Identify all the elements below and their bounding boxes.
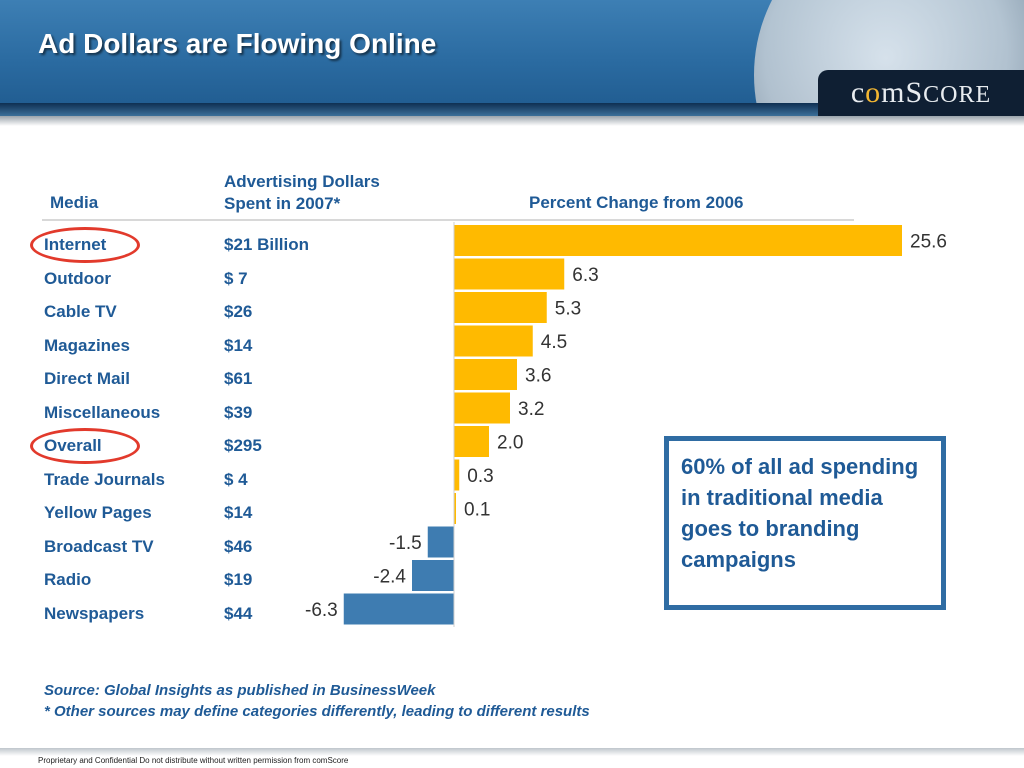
row-media-label: Yellow Pages — [44, 503, 152, 522]
callout-box: 60% of all ad spending in traditional me… — [664, 436, 946, 610]
bar-value-label: 3.6 — [525, 366, 551, 387]
bar-value-label: 0.1 — [464, 500, 490, 521]
highlight-circle — [30, 428, 140, 464]
column-header-change: Percent Change from 2006 — [529, 193, 744, 212]
row-spend-value: $14 — [224, 503, 253, 522]
source-note: Source: Global Insights as published in … — [44, 682, 436, 699]
row-media-label: Cable TV — [44, 302, 117, 321]
bar-value-label: 6.3 — [572, 265, 598, 286]
row-spend-value: $295 — [224, 436, 262, 455]
column-header-spend-line1: Advertising Dollars — [224, 172, 380, 191]
row-spend-value: $14 — [224, 335, 253, 355]
row-spend-value: $26 — [224, 302, 253, 321]
row-spend-value: $39 — [224, 402, 253, 422]
row-spend-value: $21 Billion — [224, 235, 310, 254]
bar-internet — [454, 225, 902, 256]
bar-miscellaneous — [454, 392, 510, 424]
slide-title: Ad Dollars are Flowing Online — [38, 28, 437, 59]
banner-stripe — [0, 103, 1024, 116]
banner-shadow — [0, 116, 1024, 126]
bar-yellow-pages — [454, 493, 456, 524]
row-spend-value: $ 4 — [224, 469, 248, 489]
row-media-label: Magazines — [44, 335, 130, 355]
highlight-circle — [30, 227, 140, 263]
logo-text: comSCORE — [850, 76, 992, 109]
row-spend-value: $46 — [224, 536, 253, 556]
footer-text: Proprietary and Confidential Do not dist… — [38, 756, 349, 765]
column-header-spend-line2: Spent in 2007* — [224, 194, 341, 213]
bar-value-label: 4.5 — [541, 332, 567, 353]
bar-outdoor — [454, 258, 565, 290]
bar-radio — [412, 560, 454, 591]
comscore-logo: comSCORE — [818, 70, 1024, 116]
bar-value-label: 25.6 — [910, 232, 947, 253]
row-spend-value: $61 — [224, 369, 253, 388]
bar-magazines — [454, 325, 533, 357]
bar-broadcast-tv — [427, 526, 454, 558]
bar-overall — [454, 426, 489, 457]
bar-value-label: 2.0 — [497, 433, 523, 454]
column-header-media: Media — [50, 193, 99, 212]
row-media-label: Newspapers — [44, 603, 145, 623]
column-header-spend: Advertising Dollars Spent in 2007* — [224, 171, 380, 215]
bar-value-label: -6.3 — [305, 600, 338, 621]
row-spend-value: $44 — [224, 603, 253, 623]
row-media-label: Broadcast TV — [44, 536, 154, 556]
categories-note: * Other sources may define categories di… — [44, 703, 590, 720]
row-media-label: Direct Mail — [44, 369, 130, 388]
row-media-label: Miscellaneous — [44, 402, 161, 422]
bar-value-label: 3.2 — [518, 399, 544, 420]
row-media-label: Outdoor — [44, 268, 112, 288]
bar-direct-mail — [454, 359, 517, 390]
header-divider — [42, 219, 854, 221]
row-spend-value: $ 7 — [224, 268, 248, 288]
bar-value-label: 0.3 — [467, 466, 493, 487]
bar-value-label: -2.4 — [373, 567, 406, 588]
row-spend-value: $19 — [224, 570, 253, 589]
title-banner — [0, 0, 1024, 116]
row-media-label: Trade Journals — [44, 469, 165, 489]
bar-trade-journals — [454, 459, 460, 491]
row-media-label: Radio — [44, 570, 92, 589]
callout-text: 60% of all ad spending in traditional me… — [681, 454, 919, 572]
bar-newspapers — [343, 593, 454, 625]
bar-value-label: -1.5 — [389, 533, 422, 554]
bar-value-label: 5.3 — [555, 299, 581, 320]
bar-cable-tv — [454, 292, 547, 323]
footer-bar — [0, 748, 1024, 768]
